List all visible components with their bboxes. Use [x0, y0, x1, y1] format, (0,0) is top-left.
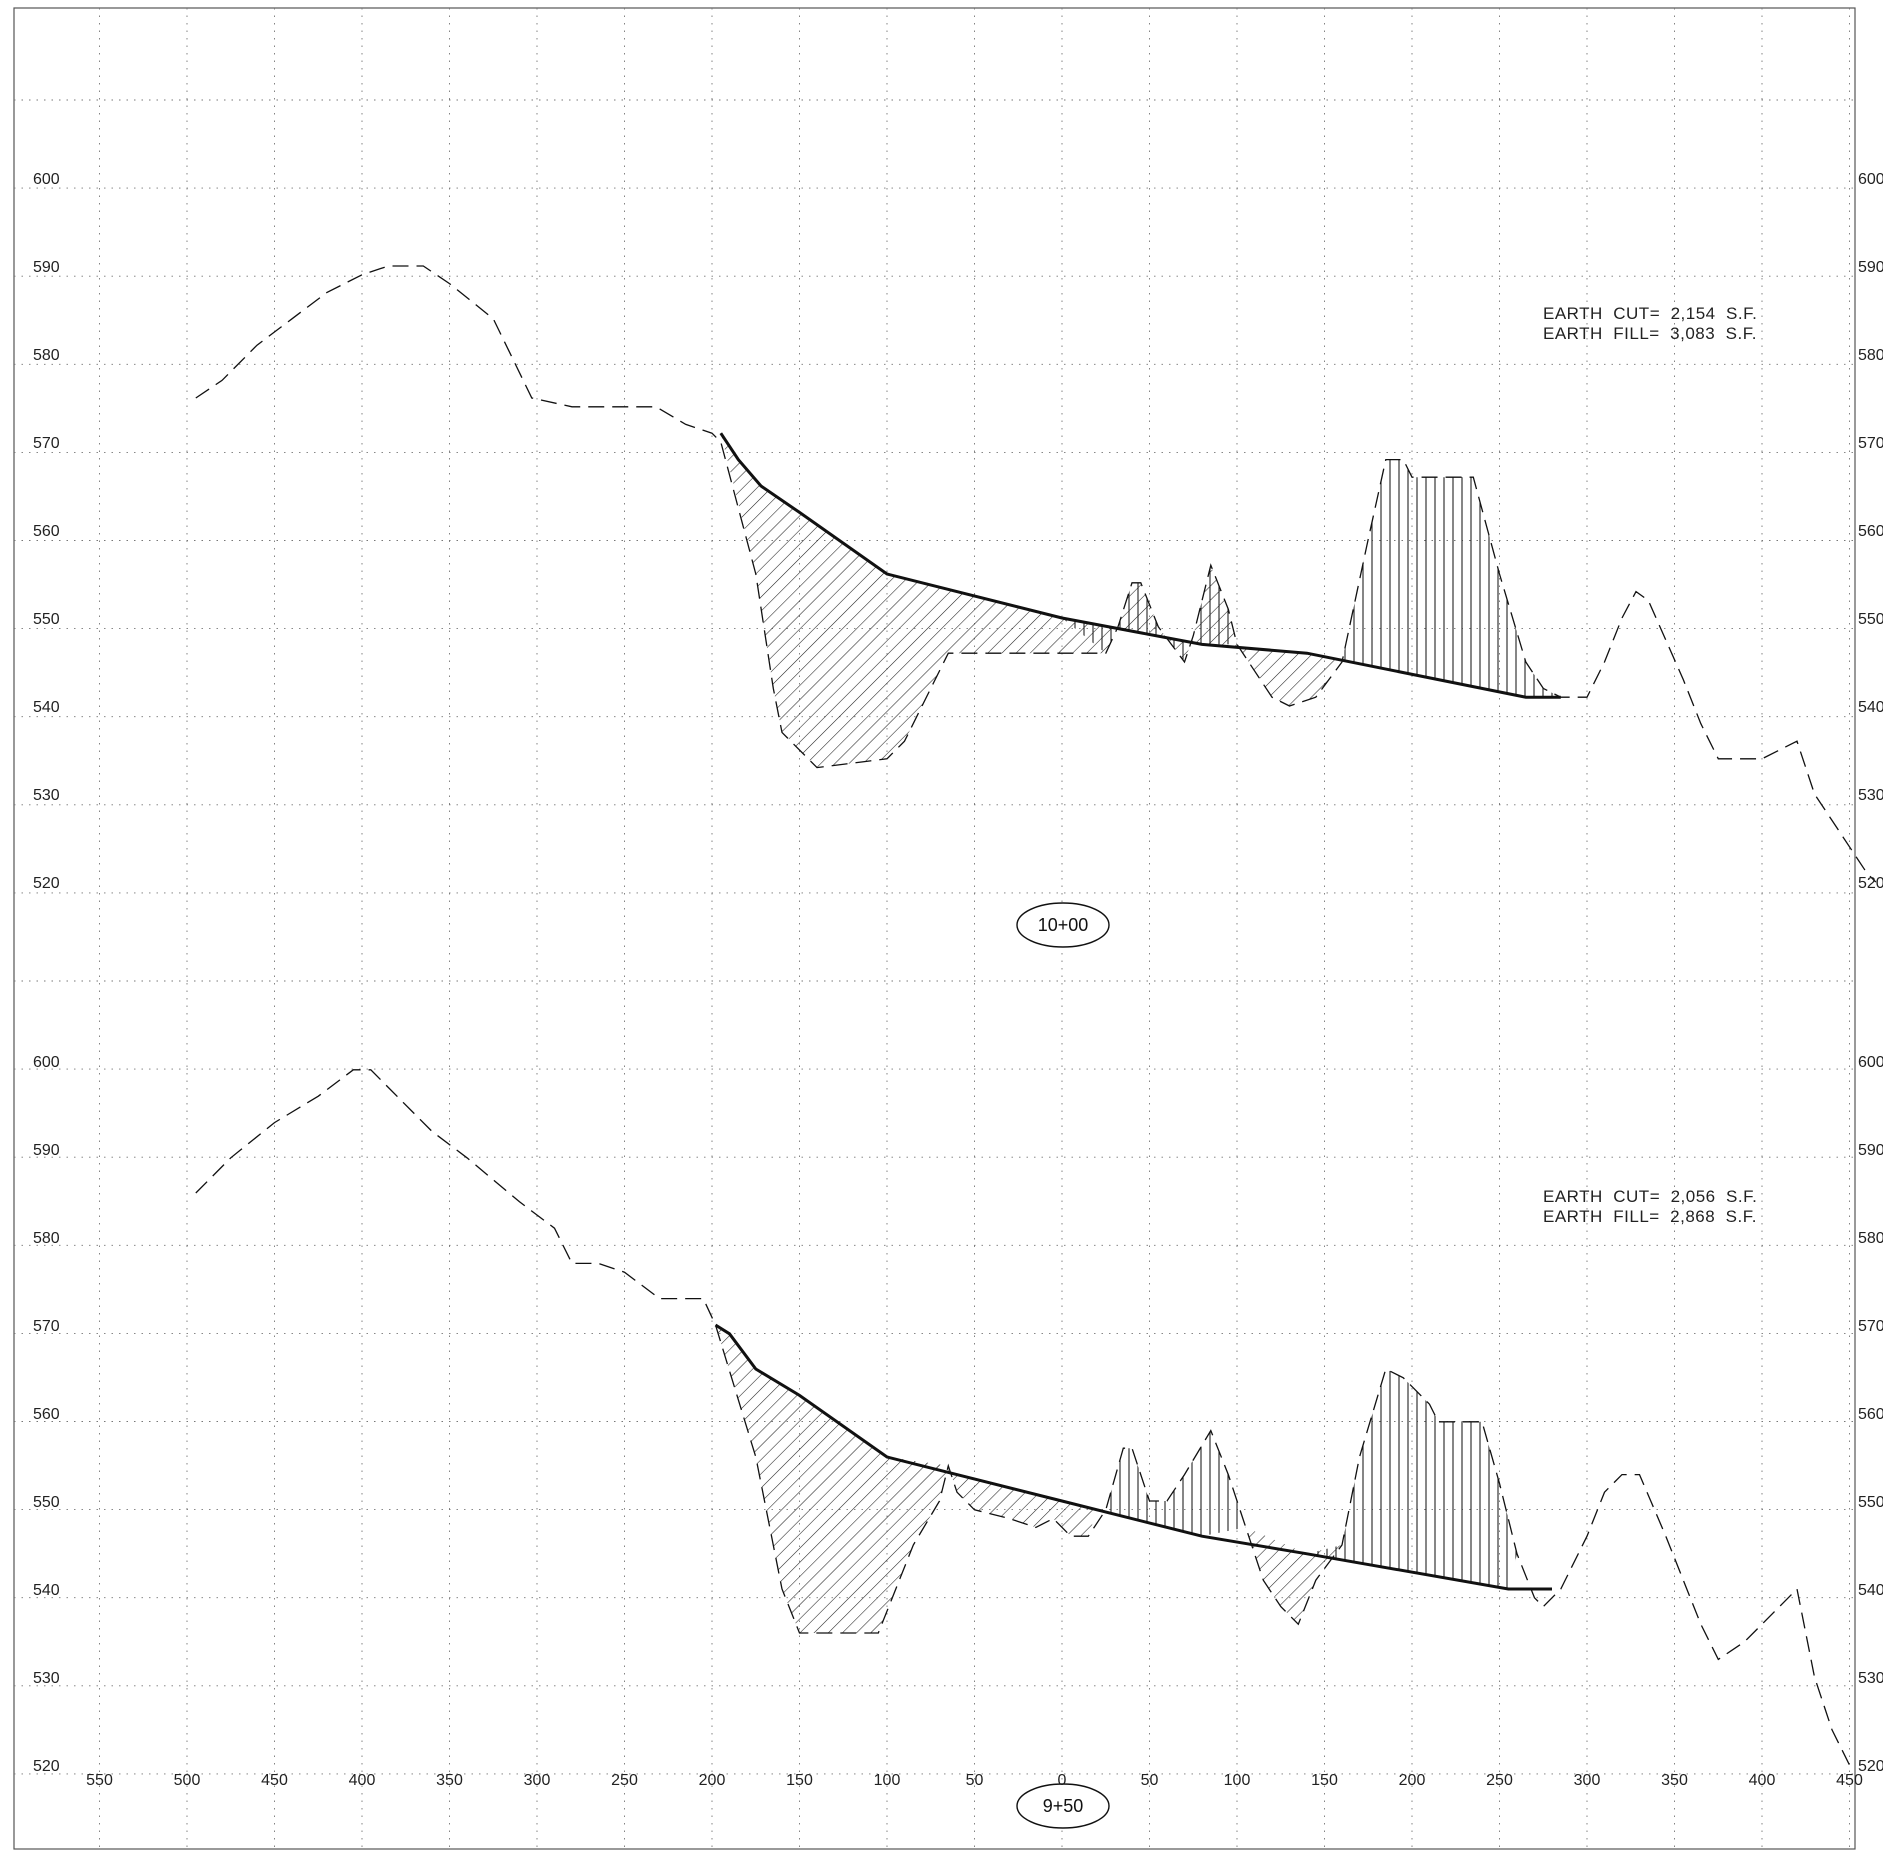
y-tick-label-right: 540: [1858, 699, 1883, 716]
y-tick-label-left: 550: [33, 611, 60, 628]
y-tick-label-right: 550: [1858, 611, 1883, 628]
y-tick-label-right: 600: [1858, 1054, 1883, 1071]
y-tick-label-left: 580: [33, 1230, 60, 1247]
x-tick-label: 250: [611, 1772, 638, 1789]
y-tick-label-right: 570: [1858, 435, 1883, 452]
y-tick-label-left: 550: [33, 1494, 60, 1511]
y-tick-label-left: 600: [33, 1054, 60, 1071]
x-tick-label: 150: [786, 1772, 813, 1789]
x-tick-label: 200: [699, 1772, 726, 1789]
y-tick-label-left: 530: [33, 787, 60, 804]
x-tick-label: 300: [524, 1772, 551, 1789]
x-tick-label: 450: [1836, 1772, 1863, 1789]
y-tick-label-left: 590: [33, 259, 60, 276]
station-label: 9+50: [1043, 1796, 1084, 1816]
y-tick-label-left: 570: [33, 435, 60, 452]
y-tick-label-right: 530: [1858, 1670, 1883, 1687]
x-tick-label: 450: [261, 1772, 288, 1789]
y-tick-label-right: 590: [1858, 1142, 1883, 1159]
y-tick-label-left: 520: [33, 875, 60, 892]
earthwork-note: EARTH FILL= 3,083 S.F.: [1543, 324, 1757, 343]
y-tick-label-right: 530: [1858, 787, 1883, 804]
y-tick-label-right: 600: [1858, 171, 1883, 188]
x-tick-label: 400: [1749, 1772, 1776, 1789]
y-tick-label-right: 560: [1858, 523, 1883, 540]
y-tick-label-right: 580: [1858, 1230, 1883, 1247]
y-tick-label-left: 560: [33, 523, 60, 540]
y-tick-label-left: 600: [33, 171, 60, 188]
earthwork-note: EARTH CUT= 2,154 S.F.: [1543, 304, 1757, 323]
x-tick-label: 50: [1141, 1772, 1159, 1789]
y-tick-label-left: 520: [33, 1758, 60, 1775]
x-tick-label: 50: [966, 1772, 984, 1789]
x-tick-label: 500: [174, 1772, 201, 1789]
y-tick-label-right: 590: [1858, 259, 1883, 276]
y-tick-label-right: 560: [1858, 1406, 1883, 1423]
x-tick-label: 350: [1661, 1772, 1688, 1789]
y-tick-label-left: 590: [33, 1142, 60, 1159]
x-tick-label: 200: [1399, 1772, 1426, 1789]
x-tick-label: 350: [436, 1772, 463, 1789]
y-tick-label-left: 560: [33, 1406, 60, 1423]
x-tick-label: 100: [1224, 1772, 1251, 1789]
x-tick-label: 250: [1486, 1772, 1513, 1789]
station-label: 10+00: [1038, 915, 1089, 935]
earthwork-note: EARTH FILL= 2,868 S.F.: [1543, 1207, 1757, 1226]
y-tick-label-left: 540: [33, 699, 60, 716]
y-tick-label-right: 570: [1858, 1318, 1883, 1335]
y-tick-label-left: 570: [33, 1318, 60, 1335]
x-tick-label: 400: [349, 1772, 376, 1789]
y-tick-label-right: 550: [1858, 1494, 1883, 1511]
x-tick-label: 550: [86, 1772, 113, 1789]
y-tick-label-left: 530: [33, 1670, 60, 1687]
earthwork-note: EARTH CUT= 2,056 S.F.: [1543, 1187, 1757, 1206]
y-tick-label-right: 520: [1858, 875, 1883, 892]
y-tick-label-right: 580: [1858, 347, 1883, 364]
x-tick-label: 100: [874, 1772, 901, 1789]
x-tick-label: 0: [1058, 1772, 1067, 1789]
x-tick-label: 150: [1311, 1772, 1338, 1789]
y-tick-label-left: 540: [33, 1582, 60, 1599]
x-tick-label: 300: [1574, 1772, 1601, 1789]
axis-labels: 550 500 450 400 350 300 250 200 150 100 50 0 50 100 15…: [86, 1772, 1863, 1789]
y-tick-label-right: 540: [1858, 1582, 1883, 1599]
y-tick-label-left: 580: [33, 347, 60, 364]
